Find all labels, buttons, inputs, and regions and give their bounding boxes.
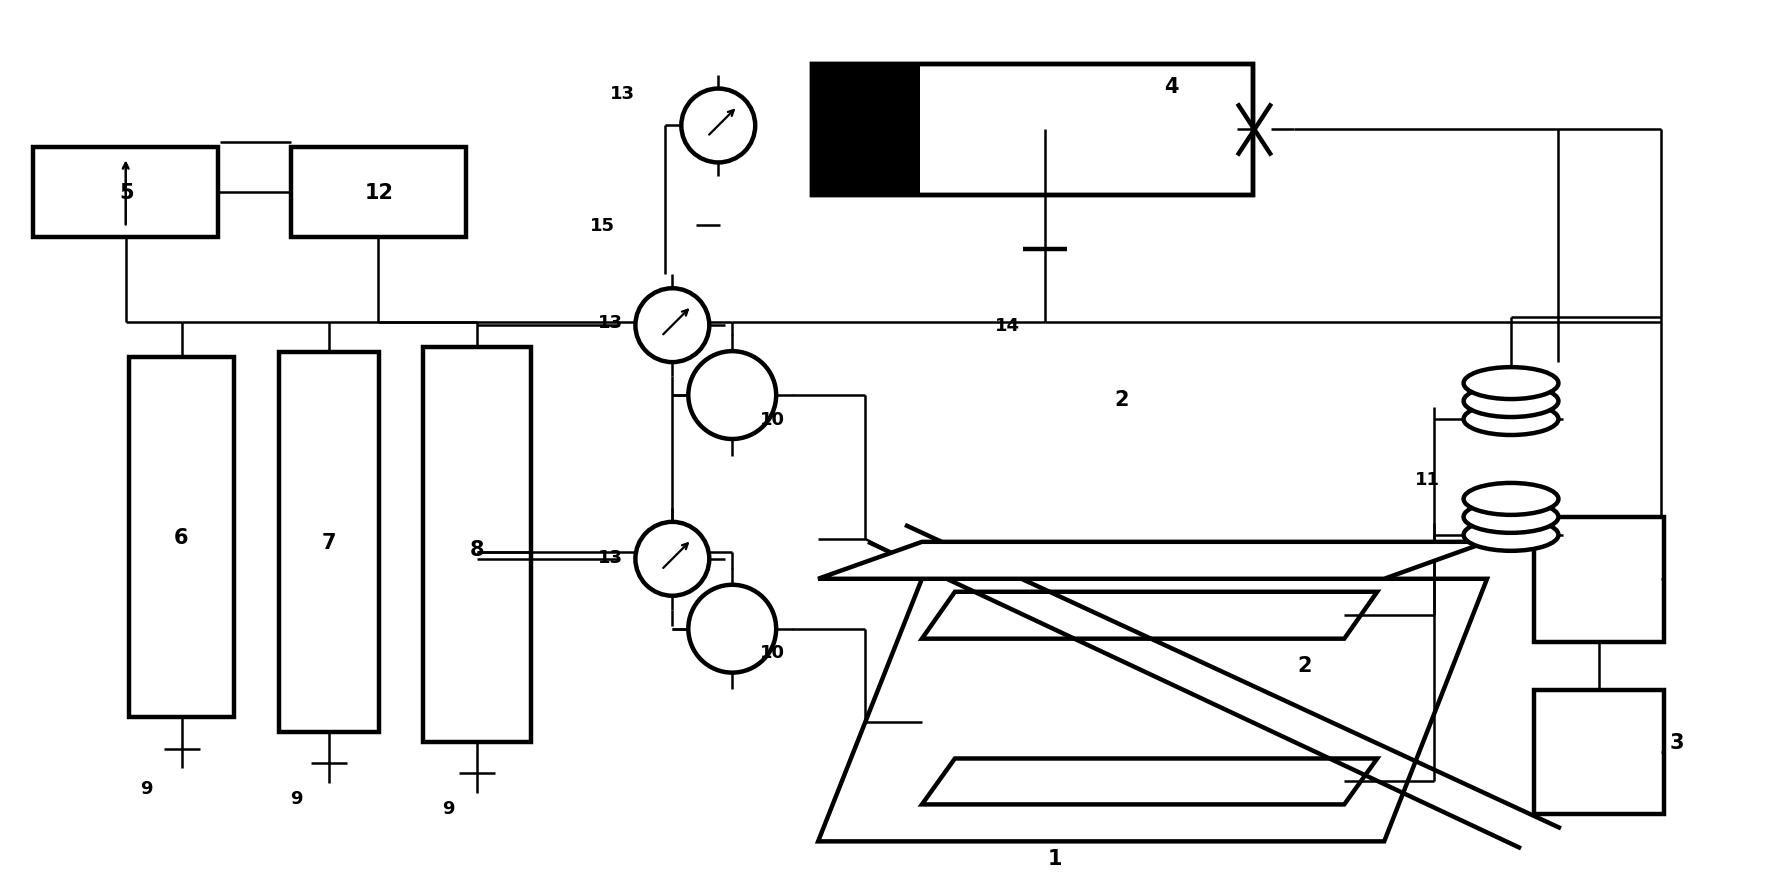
Text: 12: 12 bbox=[363, 183, 394, 203]
Ellipse shape bbox=[1463, 403, 1558, 436]
Ellipse shape bbox=[1463, 483, 1558, 516]
Text: 3: 3 bbox=[1670, 731, 1684, 752]
Circle shape bbox=[635, 523, 709, 596]
Text: 4: 4 bbox=[1165, 76, 1179, 96]
Bar bbox=[34, 148, 218, 238]
Bar bbox=[129, 358, 234, 717]
Ellipse shape bbox=[1463, 502, 1558, 533]
Text: 1: 1 bbox=[1048, 848, 1062, 868]
Ellipse shape bbox=[1463, 386, 1558, 417]
Text: 7: 7 bbox=[321, 532, 337, 553]
Bar bbox=[812, 65, 1254, 196]
Text: 13: 13 bbox=[598, 548, 622, 567]
Bar bbox=[291, 148, 466, 238]
Bar bbox=[1534, 690, 1663, 815]
Bar bbox=[812, 65, 1254, 196]
Text: 10: 10 bbox=[759, 410, 785, 429]
Text: 11: 11 bbox=[1415, 470, 1440, 488]
Text: 9: 9 bbox=[140, 780, 152, 797]
Text: 2: 2 bbox=[1115, 389, 1129, 410]
Circle shape bbox=[688, 585, 777, 673]
Text: 13: 13 bbox=[598, 314, 622, 332]
Text: 15: 15 bbox=[590, 217, 615, 235]
Bar bbox=[812, 65, 920, 196]
Text: 8: 8 bbox=[470, 539, 484, 560]
Text: 2: 2 bbox=[1298, 655, 1312, 675]
Polygon shape bbox=[817, 542, 1488, 579]
Text: 10: 10 bbox=[759, 643, 785, 661]
Bar bbox=[422, 348, 530, 742]
Text: 13: 13 bbox=[610, 84, 635, 103]
Circle shape bbox=[681, 89, 755, 163]
Text: 9: 9 bbox=[443, 800, 456, 817]
Bar bbox=[1534, 517, 1663, 642]
Circle shape bbox=[635, 289, 709, 363]
Ellipse shape bbox=[1463, 519, 1558, 551]
Ellipse shape bbox=[1463, 367, 1558, 400]
Bar bbox=[278, 353, 379, 731]
Text: 9: 9 bbox=[289, 789, 301, 808]
Text: 6: 6 bbox=[174, 527, 188, 547]
Text: 14: 14 bbox=[995, 317, 1019, 335]
Circle shape bbox=[688, 352, 777, 439]
Text: 5: 5 bbox=[119, 183, 133, 203]
